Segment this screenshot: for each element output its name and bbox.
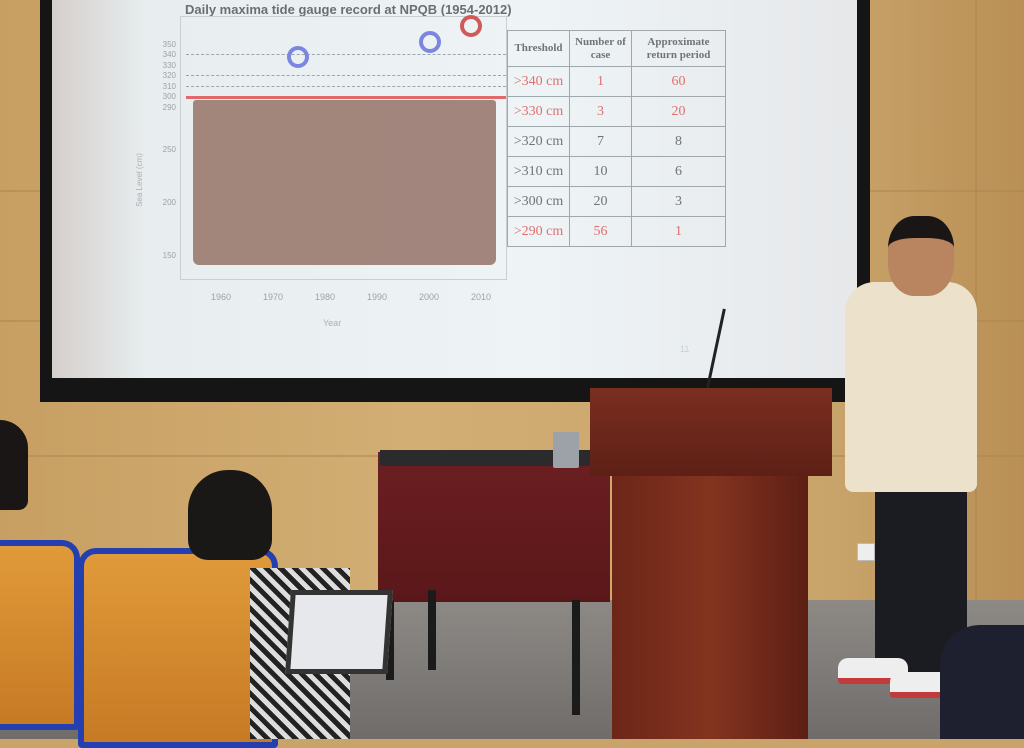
y-tick-label: 330	[162, 60, 176, 70]
x-tick-label: 2010	[471, 292, 492, 302]
y-tick-label: 150	[162, 250, 176, 260]
laptop	[285, 590, 393, 674]
cell-period: 60	[631, 66, 726, 97]
audience-chair	[0, 540, 80, 730]
highlight-circle-red	[460, 15, 482, 37]
table-header-row: Threshold Number of case Approximate ret…	[507, 30, 726, 67]
return-period-table: Threshold Number of case Approximate ret…	[507, 30, 726, 247]
threshold-line-290	[186, 96, 506, 99]
y-tick-label: 200	[162, 197, 176, 207]
podium-top	[590, 388, 832, 476]
highlight-circle-blue	[287, 46, 309, 68]
audience-member-head	[188, 470, 272, 560]
header-period: Approximate return period	[631, 30, 726, 67]
table-row: >330 cm 3 20	[507, 96, 726, 127]
x-axis-label: Year	[323, 318, 342, 328]
y-tick-label: 300	[162, 92, 176, 102]
table-row: >300 cm 20 3	[507, 186, 726, 217]
threshold-dashline-330	[186, 54, 506, 55]
table-leg	[386, 600, 394, 680]
threshold-dashline-310	[186, 86, 506, 87]
pen-cup	[553, 432, 579, 468]
slide-page-number: 11	[680, 344, 690, 354]
highlight-circle-blue	[419, 31, 441, 53]
wall-outlet	[857, 543, 875, 561]
header-cases: Number of case	[569, 30, 632, 67]
side-table	[378, 452, 610, 602]
x-tick-label: 2000	[419, 292, 440, 302]
y-tick-label: 320	[162, 71, 176, 81]
cell-threshold: >330 cm	[507, 96, 570, 127]
cell-period: 8	[631, 126, 726, 157]
cell-cases: 3	[569, 96, 632, 127]
cell-period: 1	[631, 216, 726, 247]
header-threshold: Threshold	[507, 30, 570, 67]
table-leg	[572, 600, 580, 715]
cell-threshold: >340 cm	[507, 66, 570, 97]
cell-period: 6	[631, 156, 726, 187]
table-leg	[428, 590, 436, 670]
cell-cases: 56	[569, 216, 632, 247]
presenter-head	[888, 216, 954, 296]
audience-chair	[78, 548, 278, 748]
x-tick-label: 1990	[367, 292, 388, 302]
cell-cases: 10	[569, 156, 632, 187]
y-tick-label: 350	[162, 39, 176, 49]
y-axis-label: Sea Level (cm)	[135, 153, 144, 207]
threshold-dashline-320	[186, 75, 506, 76]
cell-threshold: >310 cm	[507, 156, 570, 187]
presenter-jacket	[845, 282, 977, 492]
cell-threshold: >290 cm	[507, 216, 570, 247]
audience-member-head	[0, 420, 28, 510]
daily-maxima-points	[193, 100, 496, 265]
plot-area	[180, 16, 507, 280]
cell-threshold: >300 cm	[507, 186, 570, 217]
podium	[612, 476, 808, 739]
cell-cases: 7	[569, 126, 632, 157]
cell-period: 3	[631, 186, 726, 217]
x-tick-label: 1980	[315, 292, 336, 302]
cell-threshold: >320 cm	[507, 126, 570, 157]
cell-cases: 20	[569, 186, 632, 217]
audience-member-foreground	[940, 625, 1024, 739]
table-row: >320 cm 7 8	[507, 126, 726, 157]
x-tick-label: 1960	[211, 292, 232, 302]
x-tick-label: 1970	[263, 292, 284, 302]
cell-cases: 1	[569, 66, 632, 97]
slide-title: Daily maxima tide gauge record at NPQB (…	[185, 2, 512, 17]
table-row: >290 cm 56 1	[507, 216, 726, 247]
table-row: >310 cm 10 6	[507, 156, 726, 187]
y-tick-label: 250	[162, 145, 176, 154]
table-row: >340 cm 1 60	[507, 66, 726, 97]
y-tick-label: 310	[162, 81, 176, 91]
y-tick-label: 340	[162, 50, 176, 60]
y-tick-label: 290	[162, 102, 176, 112]
cell-period: 20	[631, 96, 726, 127]
